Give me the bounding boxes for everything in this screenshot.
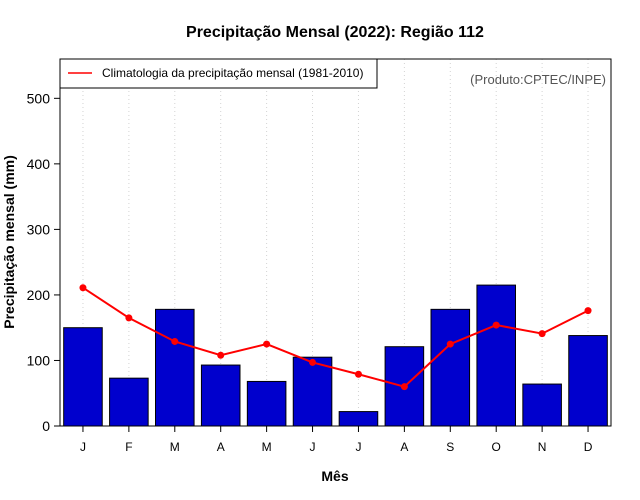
y-tick-label: 400 — [27, 156, 51, 172]
legend: Climatologia da precipitação mensal (198… — [59, 58, 378, 89]
bar — [568, 335, 608, 427]
bar — [155, 308, 195, 427]
y-tick-label: 0 — [42, 418, 50, 434]
bar — [200, 364, 241, 427]
legend-box — [59, 58, 378, 89]
bar — [109, 377, 149, 427]
x-tick-label: D — [584, 440, 593, 454]
bar — [63, 327, 103, 427]
chart-title: Precipitação Mensal (2022): Região 112 — [186, 24, 484, 41]
climatology-point — [584, 307, 592, 315]
climatology-point — [309, 358, 317, 366]
bar — [476, 284, 516, 427]
x-tick-label: S — [446, 440, 454, 454]
climatology-point — [492, 321, 500, 329]
x-tick-label: M — [262, 440, 272, 454]
bar — [522, 383, 562, 427]
x-tick-label: N — [538, 440, 547, 454]
climatology-point — [400, 383, 408, 391]
bar — [246, 380, 287, 427]
y-tick-label: 100 — [27, 352, 51, 368]
x-tick-label: A — [217, 440, 225, 454]
x-tick-label: A — [400, 440, 408, 454]
x-tick-label: O — [492, 440, 501, 454]
climatology-point — [354, 370, 362, 378]
x-axis-label: Mês — [321, 468, 348, 484]
x-tick-label: M — [170, 440, 180, 454]
y-axis: 0 100 200 300 400 500 — [27, 90, 60, 434]
climatology-point — [79, 284, 87, 292]
climatology-point — [263, 340, 271, 348]
x-tick-label: F — [125, 440, 132, 454]
bar-series — [63, 284, 608, 427]
x-tick-label: J — [355, 440, 361, 454]
climatology-line — [82, 286, 589, 388]
legend-label: Climatologia da precipitação mensal (198… — [102, 66, 363, 80]
y-tick-label: 500 — [27, 90, 51, 106]
x-tick-label: J — [310, 440, 316, 454]
climatology-point — [538, 330, 546, 338]
plot-frame — [59, 58, 612, 427]
climatology-point — [171, 337, 179, 345]
climatology-point — [217, 351, 225, 359]
source-annotation: (Produto:CPTEC/INPE) — [470, 72, 606, 87]
y-tick-label: 200 — [27, 287, 51, 303]
climatology-point — [446, 340, 454, 348]
climatology-series — [79, 284, 592, 391]
bar — [292, 356, 333, 427]
x-tick-label: J — [80, 440, 86, 454]
y-tick-label: 300 — [27, 221, 51, 237]
bar — [338, 411, 379, 427]
y-axis-label: Precipitação mensal (mm) — [1, 155, 17, 329]
climatology-point — [125, 314, 133, 322]
bar — [430, 308, 471, 427]
